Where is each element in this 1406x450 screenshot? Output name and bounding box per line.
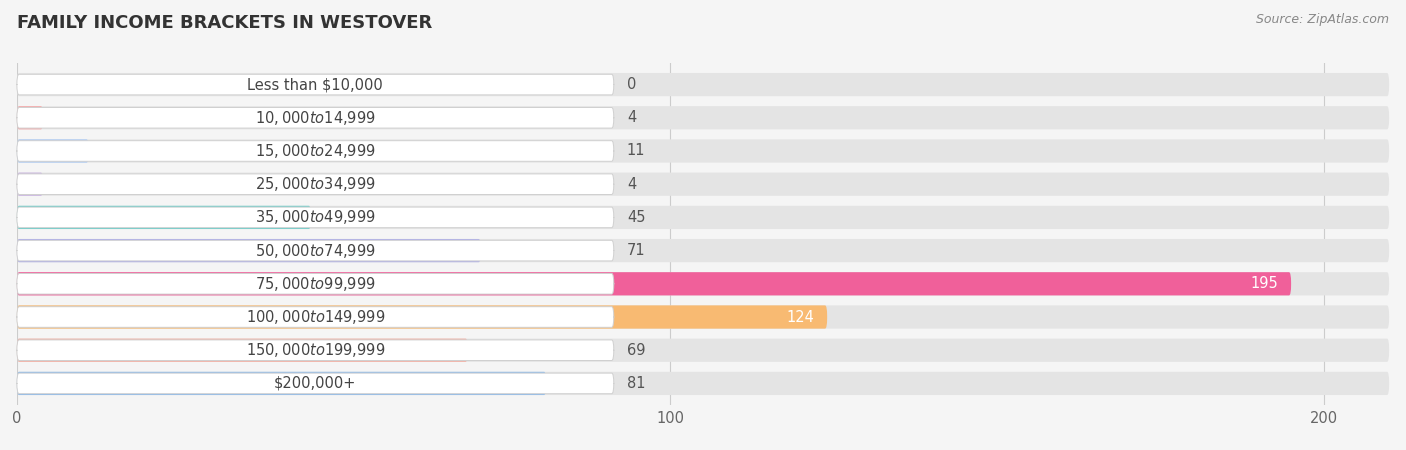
FancyBboxPatch shape xyxy=(17,174,614,194)
FancyBboxPatch shape xyxy=(17,372,546,395)
Text: FAMILY INCOME BRACKETS IN WESTOVER: FAMILY INCOME BRACKETS IN WESTOVER xyxy=(17,14,432,32)
FancyBboxPatch shape xyxy=(17,106,1389,130)
FancyBboxPatch shape xyxy=(17,372,1389,395)
FancyBboxPatch shape xyxy=(17,206,1389,229)
FancyBboxPatch shape xyxy=(17,172,44,196)
Text: 195: 195 xyxy=(1250,276,1278,291)
FancyBboxPatch shape xyxy=(17,274,614,294)
FancyBboxPatch shape xyxy=(17,206,311,229)
FancyBboxPatch shape xyxy=(17,239,1389,262)
Text: 4: 4 xyxy=(627,110,636,125)
FancyBboxPatch shape xyxy=(17,272,1291,296)
FancyBboxPatch shape xyxy=(17,373,614,394)
FancyBboxPatch shape xyxy=(17,306,827,328)
Text: Less than $10,000: Less than $10,000 xyxy=(247,77,384,92)
FancyBboxPatch shape xyxy=(17,239,481,262)
Text: $150,000 to $199,999: $150,000 to $199,999 xyxy=(246,341,385,359)
FancyBboxPatch shape xyxy=(17,240,614,261)
FancyBboxPatch shape xyxy=(17,74,614,95)
FancyBboxPatch shape xyxy=(17,73,1389,96)
FancyBboxPatch shape xyxy=(17,172,1389,196)
FancyBboxPatch shape xyxy=(17,141,614,161)
FancyBboxPatch shape xyxy=(17,140,1389,162)
FancyBboxPatch shape xyxy=(17,207,614,228)
Text: 69: 69 xyxy=(627,343,645,358)
Text: $75,000 to $99,999: $75,000 to $99,999 xyxy=(254,275,375,293)
Text: 0: 0 xyxy=(627,77,637,92)
FancyBboxPatch shape xyxy=(17,108,614,128)
FancyBboxPatch shape xyxy=(17,307,614,327)
Text: $15,000 to $24,999: $15,000 to $24,999 xyxy=(254,142,375,160)
FancyBboxPatch shape xyxy=(17,272,1389,296)
Text: 71: 71 xyxy=(627,243,645,258)
FancyBboxPatch shape xyxy=(17,340,614,360)
Text: $35,000 to $49,999: $35,000 to $49,999 xyxy=(254,208,375,226)
FancyBboxPatch shape xyxy=(17,306,1389,328)
Text: $25,000 to $34,999: $25,000 to $34,999 xyxy=(254,175,375,193)
FancyBboxPatch shape xyxy=(17,338,1389,362)
Text: 11: 11 xyxy=(627,144,645,158)
Text: $200,000+: $200,000+ xyxy=(274,376,357,391)
Text: 124: 124 xyxy=(786,310,814,324)
Text: 81: 81 xyxy=(627,376,645,391)
FancyBboxPatch shape xyxy=(17,338,468,362)
Text: 45: 45 xyxy=(627,210,645,225)
Text: $100,000 to $149,999: $100,000 to $149,999 xyxy=(246,308,385,326)
Text: $10,000 to $14,999: $10,000 to $14,999 xyxy=(254,109,375,127)
FancyBboxPatch shape xyxy=(17,106,44,130)
FancyBboxPatch shape xyxy=(17,140,89,162)
Text: $50,000 to $74,999: $50,000 to $74,999 xyxy=(254,242,375,260)
Text: Source: ZipAtlas.com: Source: ZipAtlas.com xyxy=(1256,14,1389,27)
Text: 4: 4 xyxy=(627,177,636,192)
